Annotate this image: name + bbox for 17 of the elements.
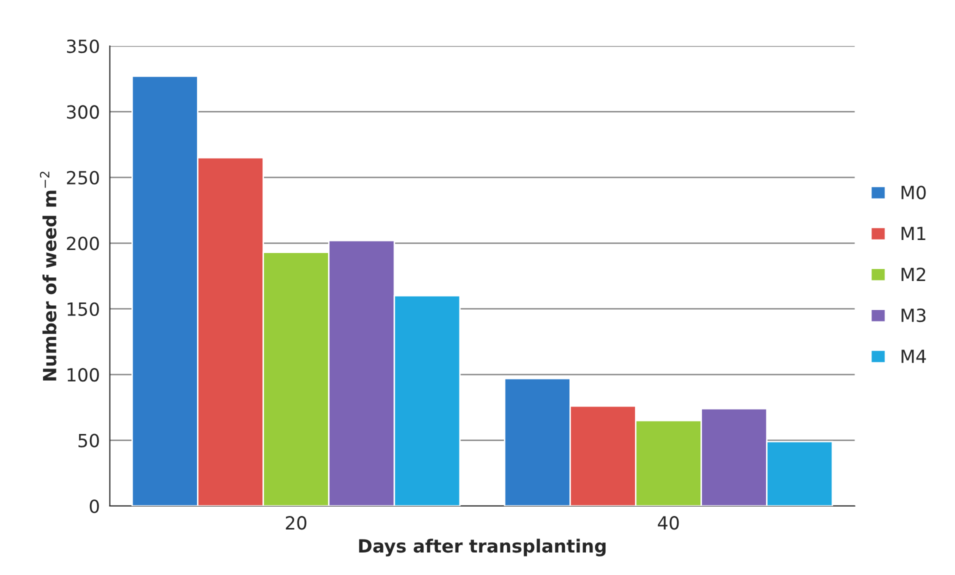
x-axis-title: Days after transplanting: [359, 538, 606, 556]
legend-label: M2: [902, 268, 926, 281]
y-tick-label: 200: [66, 236, 99, 250]
y-tick-label: 0: [90, 499, 99, 514]
y-tick-label: 250: [66, 170, 99, 185]
x-tick-label: 20: [286, 516, 306, 530]
x-tick-label: 40: [658, 516, 679, 530]
y-tick-label: 50: [78, 434, 99, 448]
legend-label: M4: [902, 350, 926, 363]
y-tick-label: 350: [67, 39, 99, 54]
legend-label: M3: [902, 308, 926, 322]
legend-label: M0: [902, 186, 926, 200]
y-axis-title: Number of weed m$^{−2}$: [40, 172, 56, 381]
y-tick-label: 150: [68, 302, 99, 316]
y-tick-label: 100: [68, 368, 99, 382]
legend-label: M1: [902, 226, 926, 240]
y-tick-label: 300: [67, 105, 99, 119]
